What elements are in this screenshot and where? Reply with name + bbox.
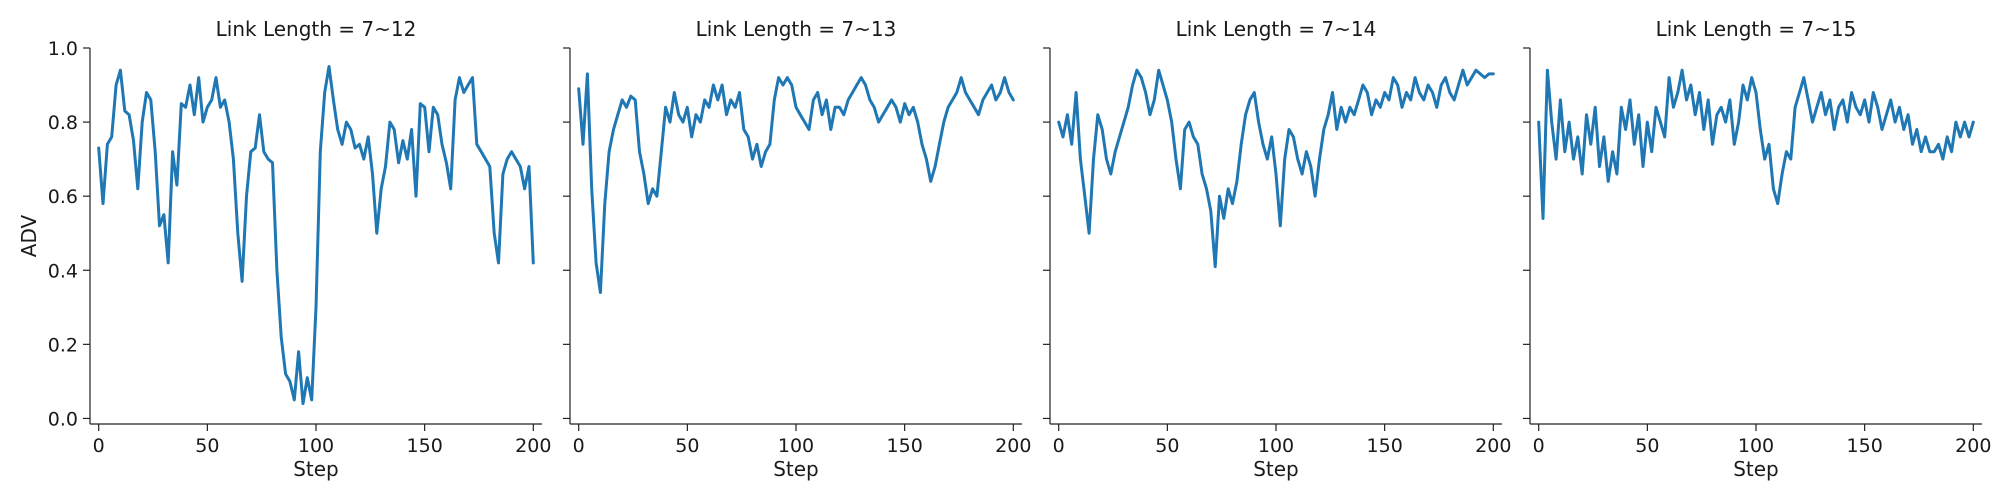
x-tick-label: 200 <box>1475 435 1511 457</box>
series-line-1 <box>1057 68 1495 269</box>
x-tick-label: 200 <box>1955 435 1991 457</box>
y-tick-label: 0.0 <box>48 408 78 430</box>
series-line-1 <box>577 72 1015 294</box>
x-tick-label: 0 <box>573 435 585 457</box>
x-axis-label: Step <box>1253 457 1299 481</box>
x-tick-label: 200 <box>995 435 1031 457</box>
y-axis-label: ADV <box>17 214 41 257</box>
x-tick-label: 150 <box>407 435 443 457</box>
y-tick-label: 0.6 <box>48 186 78 208</box>
x-tick-label: 0 <box>93 435 105 457</box>
chart-panel-4: Link Length = 7~15 0 50 100 150 200 Step <box>1523 17 1991 481</box>
chart-title: Link Length = 7~13 <box>696 17 897 41</box>
x-tick-label: 50 <box>1155 435 1179 457</box>
x-tick-label: 150 <box>887 435 923 457</box>
x-tick-label: 100 <box>1258 435 1294 457</box>
x-tick-label: 50 <box>1635 435 1659 457</box>
y-tick-label: 0.8 <box>48 112 78 134</box>
x-tick-label: 150 <box>1847 435 1883 457</box>
x-tick-label: 150 <box>1367 435 1403 457</box>
y-tick-label: 0.4 <box>48 260 78 282</box>
chart-panel-3: Link Length = 7~14 0 50 100 150 200 Step <box>1043 17 1511 481</box>
chart-title: Link Length = 7~14 <box>1176 17 1377 41</box>
x-tick-label: 200 <box>515 435 551 457</box>
x-tick-label: 0 <box>1533 435 1545 457</box>
y-tick-label: 0.2 <box>48 334 78 356</box>
chart-panel-1: Link Length = 7~12 0.0 0.2 0.4 0.6 0.8 1.0 0 50 1… <box>17 17 551 481</box>
x-tick-label: 0 <box>1053 435 1065 457</box>
x-tick-label: 100 <box>298 435 334 457</box>
chart-title: Link Length = 7~12 <box>216 17 417 41</box>
x-axis-label: Step <box>293 457 339 481</box>
x-axis-label: Step <box>773 457 819 481</box>
x-tick-label: 100 <box>1738 435 1774 457</box>
x-tick-label: 100 <box>778 435 814 457</box>
chart-panels: Link Length = 7~12 0.0 0.2 0.4 0.6 0.8 1.0 0 50 1… <box>17 17 1991 481</box>
series-line-1 <box>1537 68 1975 220</box>
series-line-1 <box>97 65 535 406</box>
x-axis-label: Step <box>1733 457 1779 481</box>
chart-panel-2: Link Length = 7~13 0 50 100 150 200 Step <box>563 17 1031 481</box>
y-tick-label: 1.0 <box>48 38 78 60</box>
x-tick-label: 50 <box>675 435 699 457</box>
x-tick-label: 50 <box>195 435 219 457</box>
chart-title: Link Length = 7~15 <box>1656 17 1857 41</box>
